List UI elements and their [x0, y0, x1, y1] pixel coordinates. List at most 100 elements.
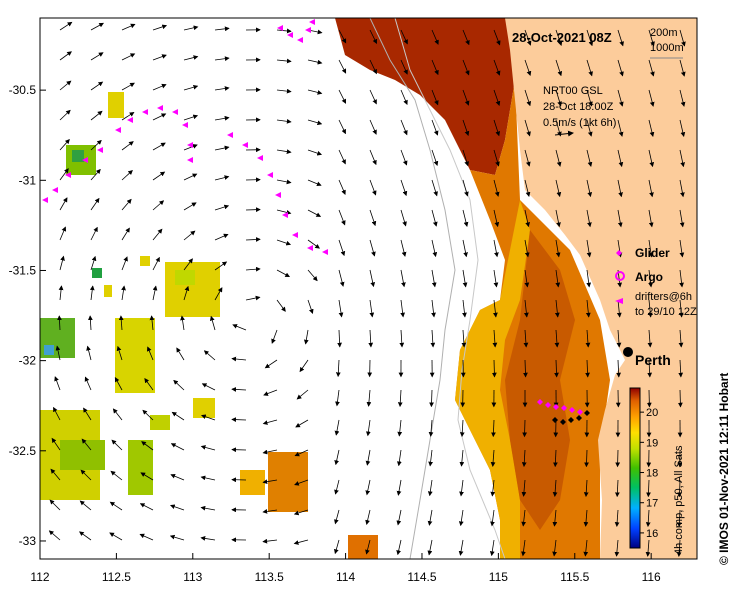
- current-arrow: [645, 509, 651, 528]
- current-arrow: [365, 509, 371, 525]
- current-arrow: [400, 209, 407, 227]
- current-arrow: [616, 299, 622, 318]
- current-arrow: [617, 209, 623, 228]
- current-arrow: [245, 266, 261, 272]
- map-title: 28-Oct-2021 08Z: [512, 30, 612, 45]
- current-arrow: [524, 179, 531, 197]
- x-tick-label: 115.5: [560, 570, 589, 584]
- current-arrow: [369, 209, 377, 227]
- current-arrow: [523, 299, 529, 318]
- current-arrow: [307, 119, 323, 126]
- current-arrow: [111, 439, 123, 451]
- current-arrow: [462, 299, 467, 318]
- current-arrow: [462, 179, 469, 197]
- current-arrow: [214, 86, 230, 91]
- current-arrow: [139, 503, 154, 511]
- x-tick-label: 113: [183, 570, 202, 584]
- drifter-point: [275, 192, 281, 198]
- current-arrow: [141, 441, 154, 451]
- current-arrow: [245, 207, 261, 213]
- current-arrow: [231, 417, 247, 422]
- current-arrow: [214, 115, 230, 121]
- current-arrow: [89, 285, 95, 301]
- current-arrow: [118, 315, 124, 331]
- current-arrow: [462, 269, 468, 288]
- isobath-1000m: [369, 18, 456, 559]
- current-arrow: [176, 347, 185, 361]
- current-arrow: [180, 315, 185, 331]
- current-arrow: [679, 29, 686, 47]
- current-arrow: [338, 119, 346, 135]
- current-arrow: [183, 230, 196, 241]
- current-arrow: [555, 149, 562, 167]
- current-arrow: [338, 239, 346, 257]
- current-arrow: [183, 25, 199, 31]
- current-arrow: [90, 110, 103, 121]
- current-arrow: [648, 59, 655, 77]
- current-arrow: [209, 315, 216, 331]
- current-arrow: [400, 59, 408, 75]
- current-arrow: [458, 539, 464, 556]
- argo-legend-label: Argo: [635, 270, 663, 284]
- current-arrow: [617, 149, 624, 168]
- current-arrow: [110, 470, 123, 481]
- city-label: Perth: [635, 352, 671, 368]
- current-arrow: [334, 509, 340, 525]
- current-arrow: [462, 239, 468, 258]
- current-arrow: [524, 269, 530, 288]
- current-arrow: [524, 149, 531, 167]
- current-arrow: [490, 509, 495, 527]
- current-arrow: [200, 505, 216, 511]
- current-arrow: [296, 389, 309, 400]
- current-arrow: [521, 449, 527, 468]
- current-arrow: [51, 437, 61, 451]
- current-arrow: [523, 359, 528, 378]
- drifter-point: [297, 37, 303, 43]
- current-arrow: [676, 509, 682, 528]
- current-arrow: [140, 472, 154, 481]
- current-arrow: [59, 197, 68, 211]
- current-arrow: [369, 179, 377, 196]
- current-arrow: [152, 24, 168, 31]
- current-arrow: [679, 239, 685, 258]
- current-arrow: [368, 329, 374, 348]
- drifter-point: [127, 117, 133, 123]
- current-arrow: [679, 269, 684, 288]
- current-arrow: [679, 149, 685, 168]
- current-arrow: [679, 59, 686, 77]
- current-arrow: [400, 269, 406, 288]
- current-arrow: [586, 59, 593, 77]
- current-arrow: [338, 89, 346, 104]
- drifter-point: [307, 245, 313, 251]
- current-arrow: [214, 261, 228, 271]
- current-arrow: [271, 329, 278, 344]
- current-arrow: [523, 329, 529, 348]
- current-arrow: [647, 329, 653, 348]
- current-arrow: [554, 359, 559, 378]
- current-arrow: [152, 256, 160, 271]
- drifter-point: [322, 249, 328, 255]
- glider-point: [537, 399, 543, 405]
- y-tick-label: -31: [19, 173, 37, 187]
- current-arrow: [59, 80, 72, 91]
- current-arrow: [338, 59, 347, 74]
- current-arrow: [59, 168, 69, 181]
- current-arrow: [121, 82, 135, 91]
- current-arrow: [262, 479, 278, 485]
- current-arrow: [90, 168, 101, 181]
- current-scale-label: 0.5m/s (1kt 6h): [543, 117, 616, 129]
- current-source-label: NRT00 GSL: [543, 85, 603, 97]
- current-arrow: [677, 479, 682, 498]
- glider-point: [560, 419, 566, 425]
- colorbar-tick-label: 18: [646, 468, 658, 480]
- current-arrow: [262, 419, 278, 425]
- current-arrow: [645, 539, 651, 557]
- drifter-point: [227, 132, 233, 138]
- drifter-tracks: [42, 19, 328, 255]
- current-arrow: [338, 179, 346, 195]
- current-arrow: [276, 269, 291, 278]
- isobath-label-1000: 1000m: [650, 42, 684, 54]
- current-arrow: [109, 532, 123, 541]
- current-arrow: [493, 269, 499, 288]
- sst-offshore-patches: [40, 92, 378, 559]
